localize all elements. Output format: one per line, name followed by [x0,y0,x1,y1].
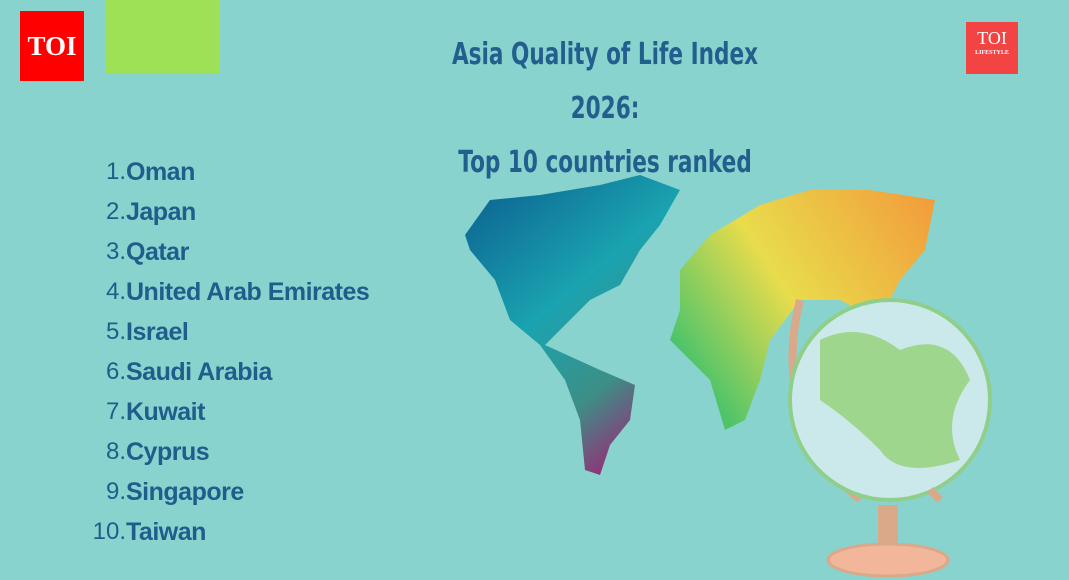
rank-number: 1. [105,158,126,185]
rank-number: 5. [105,318,126,345]
country-name: Oman [126,157,195,186]
country-name: Qatar [126,237,189,266]
rank-number: 6. [105,358,126,385]
list-item: 2. Japan [90,192,369,232]
eurasia-africa-shape [670,190,935,430]
rank-number: 7. [105,398,126,425]
list-item: 1. Oman [90,152,369,192]
globe-icon [788,298,992,578]
toi-lifestyle-logo: TOI LIFESTYLE [966,22,1018,74]
list-item: 7. Kuwait [90,392,369,432]
list-item: 8. Cyprus [90,432,369,472]
country-name: United Arab Emirates [126,277,370,306]
country-name: Singapore [126,477,244,506]
list-item: 4. United Arab Emirates [90,272,370,312]
country-name: Cyprus [126,437,210,466]
list-item: 10. Taiwan [90,512,369,552]
americas-shape [465,175,680,475]
country-name: Israel [126,317,189,346]
rank-number: 8. [105,438,126,465]
rank-number: 10. [92,518,126,545]
rank-number: 4. [105,278,126,305]
rank-number: 2. [105,198,126,225]
toi-logo: TOI [20,11,84,81]
country-name: Saudi Arabia [126,357,272,386]
list-item: 9. Singapore [90,472,369,512]
list-item: 5. Israel [90,312,369,352]
country-name: Kuwait [126,397,205,426]
page-title: Asia Quality of Life Index 2026: Top 10 … [451,37,759,180]
rank-number: 9. [105,478,126,505]
country-ranking-list: 1. Oman 2. Japan 3. Qatar 4. United Arab Emirat… [90,152,370,552]
rank-number: 3. [105,238,126,265]
list-item: 6. Saudi Arabia [90,352,369,392]
list-item: 3. Qatar [90,232,369,272]
decorative-green-block [106,0,220,74]
country-name: Japan [126,197,196,226]
country-name: Taiwan [126,517,206,546]
